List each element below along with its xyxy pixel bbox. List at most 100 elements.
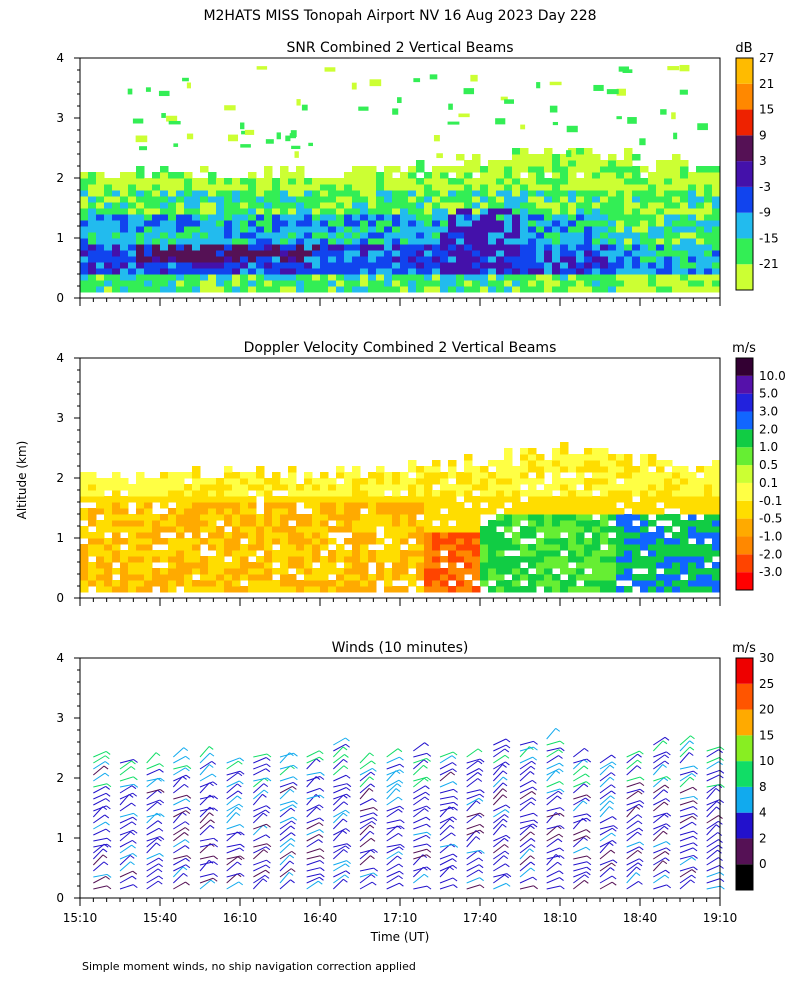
wind-barb-flag — [665, 798, 671, 802]
wind-barb — [492, 855, 505, 866]
snr-cell — [416, 178, 425, 185]
snr-cell — [192, 178, 201, 185]
snr-cell — [296, 250, 305, 257]
wind-barb-flag — [319, 787, 325, 792]
doppler-cell — [328, 538, 337, 545]
snr-cell — [384, 190, 393, 197]
doppler-cell — [552, 454, 561, 461]
snr-cell — [432, 190, 441, 197]
snr-cell — [128, 244, 137, 251]
doppler-cell — [432, 568, 441, 575]
doppler-cell — [336, 514, 345, 521]
wind-barb — [439, 864, 454, 872]
snr-cell — [520, 238, 529, 245]
snr-cell — [368, 256, 377, 263]
snr-cell — [376, 190, 385, 197]
doppler-cell — [384, 556, 393, 563]
doppler-cell — [184, 574, 193, 581]
wind-barb — [413, 834, 427, 842]
doppler-cell — [184, 568, 193, 575]
snr-cell — [584, 208, 593, 215]
doppler-cell — [584, 544, 593, 551]
wind-barb — [653, 784, 666, 794]
snr-cell — [528, 190, 537, 197]
wind-barb-flag — [211, 773, 217, 778]
snr-cell — [256, 214, 265, 221]
wind-barb-flag — [265, 757, 271, 761]
doppler-cell — [240, 532, 249, 539]
wind-barb-flag — [237, 783, 242, 788]
wind-barb — [119, 816, 133, 824]
wind-barb — [359, 872, 374, 878]
wind-barb-flag — [373, 867, 379, 872]
snr-cell — [512, 178, 521, 185]
doppler-cell — [264, 574, 273, 581]
snr-cell — [576, 250, 585, 257]
snr-cell — [376, 280, 385, 287]
doppler-cell — [176, 568, 185, 575]
snr-cell — [544, 238, 553, 245]
snr-cell — [464, 226, 473, 233]
snr-cell — [424, 262, 433, 269]
y-tick-label: 4 — [56, 51, 64, 65]
snr-cell — [712, 286, 721, 293]
doppler-cell — [704, 574, 713, 581]
snr-cell — [400, 190, 409, 197]
snr-cell — [304, 226, 313, 233]
snr-cell — [88, 280, 97, 287]
snr-cell — [136, 208, 145, 215]
snr-cell — [291, 145, 301, 149]
wind-barb-flag — [586, 871, 591, 876]
doppler-cell — [392, 574, 401, 581]
snr-cell — [504, 99, 514, 104]
doppler-cell — [480, 472, 489, 479]
snr-cell — [192, 190, 201, 197]
snr-cell — [488, 244, 497, 251]
snr-cell — [520, 220, 529, 227]
doppler-cell — [280, 532, 289, 539]
doppler-cell — [544, 466, 553, 473]
doppler-cell — [328, 502, 337, 509]
doppler-cell — [432, 574, 441, 581]
snr-cell — [712, 280, 721, 287]
wind-barb — [199, 855, 214, 860]
wind-barb-flag — [664, 760, 670, 765]
snr-cell — [336, 178, 345, 185]
snr-cell — [176, 214, 185, 221]
doppler-cell — [304, 520, 313, 527]
wind-barb — [653, 751, 667, 758]
snr-cell — [168, 220, 177, 227]
snr-cell — [472, 226, 481, 233]
doppler-cell — [568, 544, 577, 551]
wind-barb — [279, 850, 293, 860]
snr-cell — [416, 184, 425, 191]
snr-cell — [288, 202, 297, 209]
snr-cell — [576, 262, 585, 269]
doppler-cell — [328, 496, 337, 503]
doppler-cell — [360, 568, 369, 575]
snr-cell — [440, 208, 449, 215]
wind-barb — [653, 789, 665, 800]
doppler-cell — [552, 544, 561, 551]
doppler-cell — [632, 556, 641, 563]
doppler-cell — [232, 550, 241, 557]
snr-cell — [712, 250, 721, 257]
doppler-cell — [440, 568, 449, 575]
wind-barb — [173, 845, 186, 854]
doppler-cell — [576, 502, 585, 509]
wind-barb-flag — [479, 793, 485, 798]
wind-barb — [546, 795, 558, 806]
doppler-cell — [184, 538, 193, 545]
snr-cell — [256, 208, 265, 215]
snr-cell — [432, 250, 441, 257]
wind-barb-flag — [529, 771, 535, 775]
snr-cell — [696, 280, 705, 287]
wind-barb — [679, 815, 693, 824]
snr-cell — [704, 214, 713, 221]
doppler-cell — [392, 550, 401, 557]
snr-cell — [584, 232, 593, 239]
wind-barb — [279, 832, 292, 842]
doppler-cell — [488, 532, 497, 539]
doppler-cell — [472, 532, 481, 539]
snr-cell — [216, 202, 225, 209]
